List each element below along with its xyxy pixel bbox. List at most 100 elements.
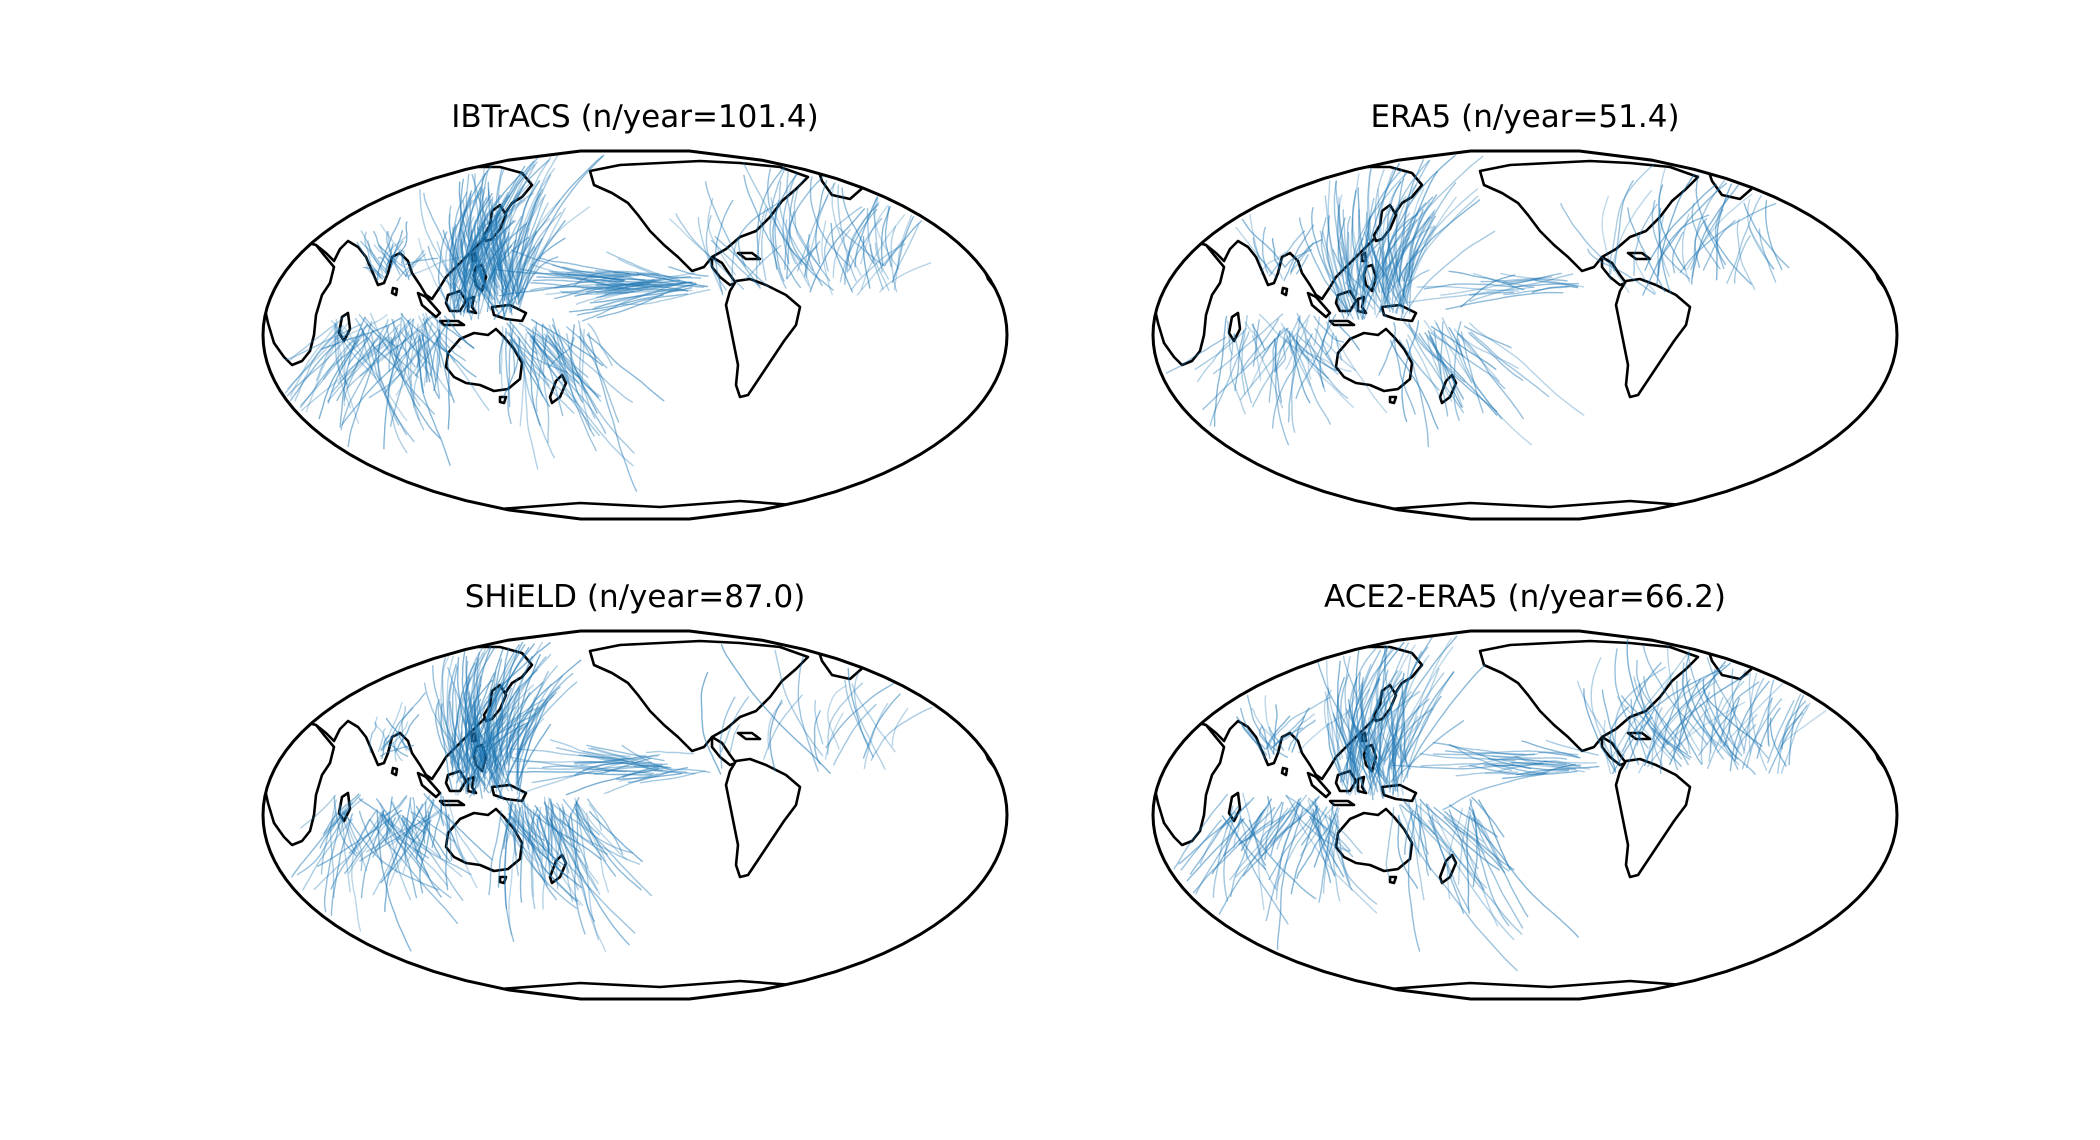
storm-track [1325,321,1388,414]
storm-track [518,154,605,311]
landmass-greenland [814,155,874,201]
storm-track [453,187,483,281]
storm-track [395,714,420,753]
storm-track [1295,254,1309,275]
storm-track [1390,654,1430,770]
storm-track [1383,644,1405,757]
storm-track [1322,339,1356,371]
storm-track [1419,752,1516,762]
storm-track [1274,332,1287,373]
storm-track [366,809,443,853]
storm-track [1633,203,1658,277]
storm-track [884,206,892,268]
storm-track [488,731,493,786]
panel-title: ACE2-ERA5 (n/year=66.2) [1324,579,1726,615]
storm-track [1660,673,1750,749]
storm-track [517,206,590,305]
storm-track [536,276,631,290]
storm-track [419,811,431,894]
landmass-sumatra [416,771,442,799]
storm-track [489,659,582,780]
storm-track [1480,276,1553,283]
storm-track [1365,215,1371,294]
storm-track [546,334,602,402]
storm-track [498,338,504,375]
storm-track [323,816,342,913]
storm-track [1388,646,1454,769]
storm-track [1743,202,1790,269]
storm-track [1369,724,1400,796]
storm-track [401,817,442,898]
storm-track [1332,713,1364,787]
storm-track [1457,332,1519,369]
storm-track [586,812,609,893]
storm-track [566,270,653,285]
storm-track [1491,755,1597,764]
storm-track [452,165,493,319]
storm-track [1700,691,1710,765]
storm-track [485,704,494,765]
map-panel-shield: SHiELD (n/year=87.0) [260,575,1010,1005]
storm-track [507,813,566,868]
storm-track [518,207,566,304]
storm-track [851,683,896,753]
storm-track [482,258,497,294]
storm-track [423,192,466,279]
storm-track [1336,660,1366,792]
storm-track [544,815,585,879]
storm-track [1516,765,1600,776]
storm-track [1271,238,1281,270]
storm-track [1463,325,1512,349]
storm-track [1316,805,1338,868]
storm-track [524,811,557,901]
storm-track [1658,207,1672,294]
storm-track [482,644,520,765]
storm-track [860,214,905,291]
storm-track [1298,217,1348,311]
storm-track [343,321,373,401]
storm-track [327,339,360,404]
landmass-sumatra [1306,771,1332,799]
storm-track [394,221,408,264]
storm-track [459,731,467,795]
storm-track [460,195,511,316]
storm-track [714,199,734,296]
landmass-new-zealand [1438,373,1458,405]
storm-track [1276,808,1304,950]
storm-track [400,331,431,365]
storm-track [1283,339,1352,373]
storm-track [1402,663,1486,783]
storm-track [847,217,883,272]
landmass-west-africa [978,251,1007,309]
storm-track [332,798,364,827]
storm-track [1656,214,1710,286]
storm-track [1636,703,1652,746]
storm-track [631,276,691,287]
storm-track [668,266,709,277]
storm-track [390,743,409,758]
storm-track [552,333,595,437]
storm-track [1357,187,1382,302]
storm-track [1193,806,1276,894]
storm-track [1468,764,1526,776]
storm-track [447,799,478,889]
storm-track [1361,219,1418,320]
storm-track [452,226,478,304]
storm-track [1173,793,1228,870]
storm-track [1400,705,1420,796]
storm-track [549,739,631,757]
storm-track [1715,183,1733,281]
storm-track [458,231,489,277]
storm-track [320,811,337,875]
storm-track [1449,744,1526,756]
storm-track [846,204,879,273]
storm-track [745,245,782,280]
storm-track [1295,313,1337,400]
storm-track [1345,688,1370,795]
storm-track [633,766,711,773]
storm-track [1394,195,1479,314]
landmass-java [1328,319,1356,327]
storm-track [604,769,663,772]
storm-track [1601,689,1622,768]
storm-track [1531,285,1579,294]
